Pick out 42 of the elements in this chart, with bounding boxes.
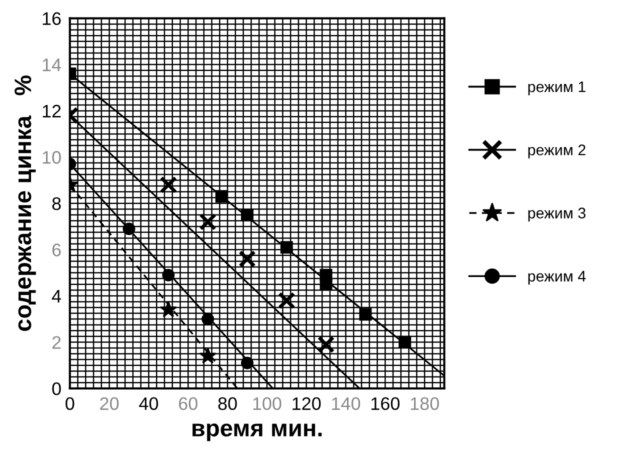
- point: [320, 278, 332, 291]
- point: [160, 176, 178, 194]
- x-tick-label: 0: [66, 397, 74, 410]
- point: [398, 336, 412, 348]
- point: [162, 268, 175, 282]
- x-tick-label: 40: [139, 397, 158, 410]
- y-tick-label: 14: [42, 58, 62, 72]
- legend-label: режим 2: [528, 144, 586, 158]
- x-tick-label: 100: [253, 397, 282, 410]
- x-tick-label: 120: [292, 397, 321, 410]
- x-tick-label: 60: [178, 397, 198, 410]
- point: [359, 308, 372, 321]
- point: [215, 190, 228, 203]
- y-tick-label: 10: [42, 151, 61, 164]
- y-tick-label: 6: [52, 244, 61, 256]
- point: [160, 300, 178, 318]
- y-tick-label: 12: [42, 104, 61, 118]
- point: [278, 292, 296, 310]
- y-axis-title: содержание цинка %: [14, 75, 36, 331]
- x-tick-label: 140: [332, 397, 360, 410]
- y-tick-label: 8: [52, 197, 61, 210]
- y-tick-label: 0: [52, 382, 61, 396]
- y-tick-label: 16: [42, 12, 61, 25]
- y-tick-label: 2: [52, 336, 61, 349]
- x-tick-label: 20: [100, 397, 119, 410]
- y-tick-label: 4: [52, 290, 62, 302]
- x-tick-label: 180: [410, 397, 439, 410]
- x-tick-label: 160: [371, 397, 400, 410]
- point: [238, 250, 256, 268]
- point: [122, 222, 136, 236]
- point: [317, 336, 335, 354]
- point: [202, 312, 214, 326]
- legend-label: режим 1: [528, 82, 586, 96]
- point: [240, 208, 254, 222]
- x-tick-label: 80: [218, 397, 237, 410]
- x-axis-title: время мин.: [192, 424, 322, 442]
- point: [280, 241, 293, 254]
- point: [199, 347, 216, 364]
- point: [199, 213, 217, 231]
- legend-label: режим 4: [528, 270, 586, 285]
- point: [240, 356, 254, 370]
- legend-label: режим 3: [528, 208, 586, 222]
